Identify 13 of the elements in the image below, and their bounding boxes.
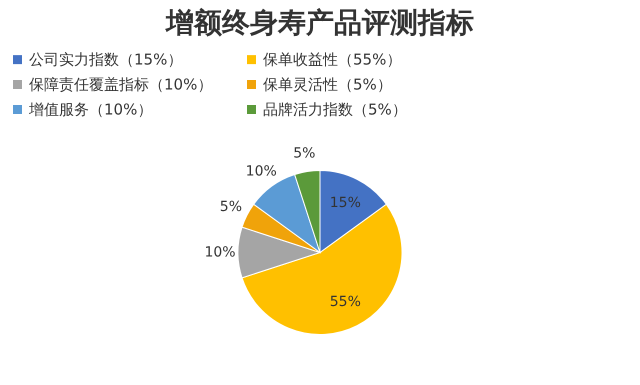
data-label: 15% [330,194,361,211]
data-label: 10% [246,164,277,180]
data-label: 5% [220,199,242,216]
legend-label: 保单收益性（55%） [263,50,402,69]
legend-label: 保单灵活性（5%） [263,76,392,94]
legend-label: 保障责任覆盖指标（10%） [29,76,212,94]
legend-label: 增值服务（10%） [28,100,152,118]
legend-label: 公司实力指数（15%） [29,50,182,69]
data-label: 55% [330,294,361,310]
chart-title: 增额终身寿产品评测指标 [164,6,474,39]
data-label: 5% [293,146,316,162]
data-label: 10% [204,244,236,260]
legend-label: 品牌活力指数（5%） [263,100,407,118]
